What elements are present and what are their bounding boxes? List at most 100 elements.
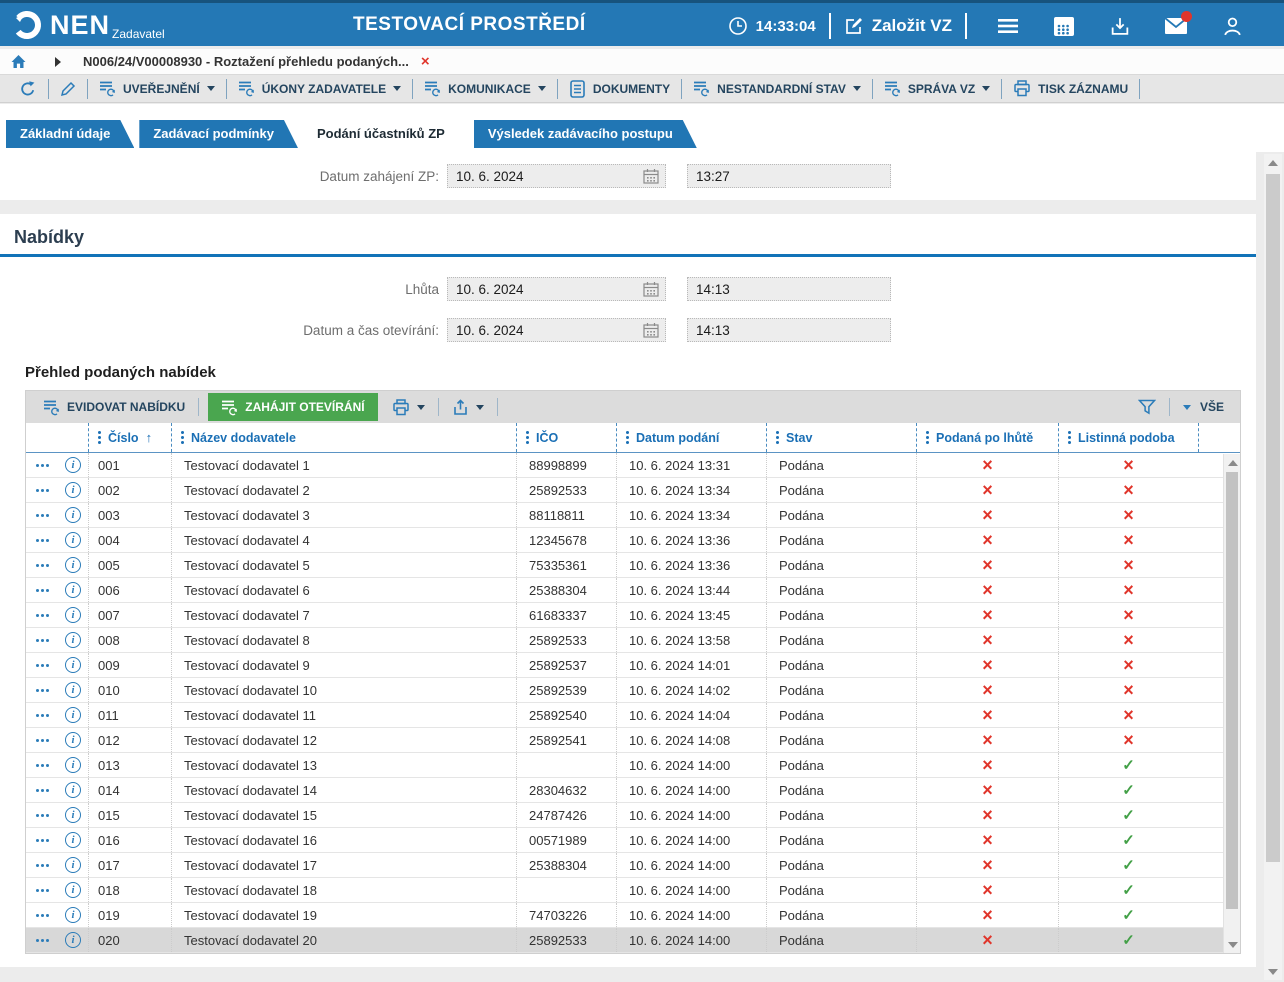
row-info-icon[interactable]: i	[58, 828, 88, 852]
calendar-grid-icon[interactable]	[1036, 16, 1092, 37]
row-menu-icon[interactable]	[26, 628, 58, 652]
column-menu-icon[interactable]	[626, 431, 629, 444]
row-menu-icon[interactable]	[26, 778, 58, 802]
row-menu-icon[interactable]	[26, 453, 58, 477]
row-info-icon[interactable]: i	[58, 478, 88, 502]
row-info-icon[interactable]: i	[58, 703, 88, 727]
row-info-icon[interactable]: i	[58, 753, 88, 777]
row-menu-icon[interactable]	[26, 553, 58, 577]
scroll-down-arrow[interactable]	[1264, 963, 1281, 980]
deadline-date-input[interactable]: 10. 6. 2024	[447, 277, 666, 301]
column-header-po-lhute[interactable]: Podaná po lhůtě	[916, 423, 1058, 452]
print-table-button[interactable]	[383, 399, 434, 416]
table-row[interactable]: i009Testovací dodavatel 92589253710. 6. …	[26, 653, 1240, 678]
menu-uverejneni[interactable]: UVEŘEJNĚNÍ	[88, 80, 226, 97]
row-info-icon[interactable]: i	[58, 878, 88, 902]
filter-all-label[interactable]: VŠE	[1200, 400, 1224, 414]
row-menu-icon[interactable]	[26, 928, 58, 952]
close-icon[interactable]: ×	[421, 53, 430, 70]
chevron-down-icon[interactable]	[1183, 405, 1191, 410]
table-row[interactable]: i004Testovací dodavatel 41234567810. 6. …	[26, 528, 1240, 553]
table-row[interactable]: i018Testovací dodavatel 1810. 6. 2024 14…	[26, 878, 1240, 903]
edit-button[interactable]	[49, 81, 87, 97]
table-row[interactable]: i001Testovací dodavatel 18899889910. 6. …	[26, 453, 1240, 478]
row-info-icon[interactable]: i	[58, 628, 88, 652]
table-scrollbar[interactable]	[1223, 454, 1240, 953]
row-menu-icon[interactable]	[26, 478, 58, 502]
scrollbar-thumb[interactable]	[1266, 174, 1280, 862]
row-menu-icon[interactable]	[26, 878, 58, 902]
menu-ukony-zadavatele[interactable]: ÚKONY ZADAVATELE	[227, 80, 412, 97]
breadcrumb-item[interactable]: N006/24/V00008930 - Roztažení přehledu p…	[83, 54, 409, 69]
row-info-icon[interactable]: i	[58, 903, 88, 927]
tab-2[interactable]: Zadávací podmínky	[139, 120, 298, 148]
home-icon[interactable]	[10, 54, 27, 70]
column-header-datum[interactable]: Datum podání	[616, 423, 766, 452]
page-scrollbar[interactable]	[1264, 154, 1282, 980]
row-menu-icon[interactable]	[26, 903, 58, 927]
column-menu-icon[interactable]	[98, 431, 101, 444]
start-opening-button[interactable]: ZAHÁJIT OTEVÍRÁNÍ	[208, 393, 377, 421]
export-button[interactable]	[443, 399, 493, 416]
row-info-icon[interactable]: i	[58, 603, 88, 627]
column-menu-icon[interactable]	[776, 431, 779, 444]
row-info-icon[interactable]: i	[58, 803, 88, 827]
menu-komunikace[interactable]: KOMUNIKACE	[413, 80, 557, 97]
nen-logo[interactable]: NEN Zadavatel	[10, 6, 165, 44]
row-info-icon[interactable]: i	[58, 653, 88, 677]
table-row[interactable]: i010Testovací dodavatel 102589253910. 6.…	[26, 678, 1240, 703]
row-menu-icon[interactable]	[26, 528, 58, 552]
row-menu-icon[interactable]	[26, 653, 58, 677]
row-info-icon[interactable]: i	[58, 553, 88, 577]
column-header-ico[interactable]: IČO	[516, 423, 616, 452]
scroll-up-arrow[interactable]	[1224, 454, 1241, 471]
row-menu-icon[interactable]	[26, 703, 58, 727]
row-info-icon[interactable]: i	[58, 503, 88, 527]
table-row[interactable]: i017Testovací dodavatel 172538830410. 6.…	[26, 853, 1240, 878]
row-menu-icon[interactable]	[26, 578, 58, 602]
user-icon[interactable]	[1204, 16, 1260, 37]
create-vz-button[interactable]: Založit VZ	[844, 16, 952, 36]
deadline-time-input[interactable]: 14:13	[687, 277, 891, 301]
row-menu-icon[interactable]	[26, 603, 58, 627]
column-menu-icon[interactable]	[1068, 431, 1071, 444]
menu-tisk-zaznamu[interactable]: TISK ZÁZNAMU	[1002, 80, 1139, 97]
menu-nestandardni-stav[interactable]: NESTANDARDNÍ STAV	[682, 80, 872, 97]
register-bid-button[interactable]: EVIDOVAT NABÍDKU	[34, 399, 194, 416]
table-row[interactable]: i013Testovací dodavatel 1310. 6. 2024 14…	[26, 753, 1240, 778]
scroll-up-arrow[interactable]	[1264, 154, 1281, 171]
table-row[interactable]: i007Testovací dodavatel 76168333710. 6. …	[26, 603, 1240, 628]
scroll-down-arrow[interactable]	[1224, 936, 1241, 953]
table-row[interactable]: i014Testovací dodavatel 142830463210. 6.…	[26, 778, 1240, 803]
tab-3[interactable]: Podání účastníků ZP	[303, 120, 469, 148]
row-info-icon[interactable]: i	[58, 678, 88, 702]
row-info-icon[interactable]: i	[58, 528, 88, 552]
table-row[interactable]: i003Testovací dodavatel 38811881110. 6. …	[26, 503, 1240, 528]
menu-dokumenty[interactable]: DOKUMENTY	[558, 80, 681, 98]
row-info-icon[interactable]: i	[58, 778, 88, 802]
table-row[interactable]: i006Testovací dodavatel 62538830410. 6. …	[26, 578, 1240, 603]
table-row[interactable]: i019Testovací dodavatel 197470322610. 6.…	[26, 903, 1240, 928]
column-header-nazev[interactable]: Název dodavatele	[171, 423, 516, 452]
column-header-listinna[interactable]: Listinná podoba	[1058, 423, 1198, 452]
tab-1[interactable]: Základní údaje	[6, 120, 134, 148]
row-info-icon[interactable]: i	[58, 578, 88, 602]
refresh-button[interactable]	[8, 80, 48, 98]
start-time-input[interactable]: 13:27	[687, 164, 891, 188]
mail-icon[interactable]	[1148, 17, 1204, 35]
calendar-icon[interactable]	[643, 281, 659, 297]
row-menu-icon[interactable]	[26, 803, 58, 827]
column-menu-icon[interactable]	[526, 431, 529, 444]
start-date-input[interactable]: 10. 6. 2024	[447, 164, 666, 188]
table-row[interactable]: i016Testovací dodavatel 160057198910. 6.…	[26, 828, 1240, 853]
calendar-icon[interactable]	[643, 322, 659, 338]
table-row[interactable]: i011Testovací dodavatel 112589254010. 6.…	[26, 703, 1240, 728]
opening-date-input[interactable]: 10. 6. 2024	[447, 318, 666, 342]
row-menu-icon[interactable]	[26, 503, 58, 527]
opening-time-input[interactable]: 14:13	[687, 318, 891, 342]
row-info-icon[interactable]: i	[58, 453, 88, 477]
row-info-icon[interactable]: i	[58, 853, 88, 877]
row-menu-icon[interactable]	[26, 828, 58, 852]
tab-4[interactable]: Výsledek zadávacího postupu	[474, 120, 697, 148]
row-menu-icon[interactable]	[26, 678, 58, 702]
